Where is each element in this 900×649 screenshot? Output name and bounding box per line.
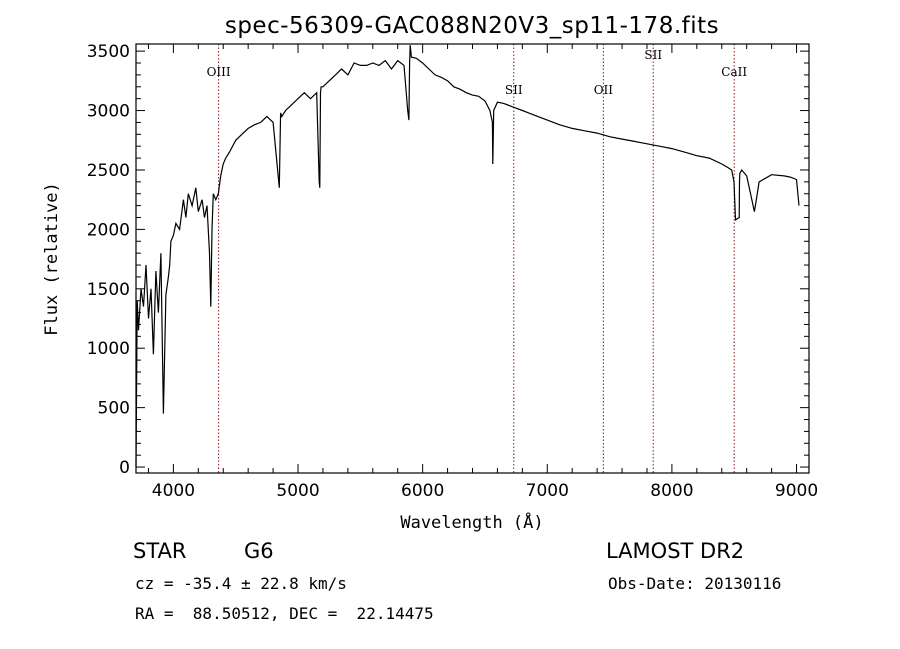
line-marker-label-1: SII bbox=[505, 83, 523, 97]
spectral-subclass: G6 bbox=[244, 539, 274, 563]
y-tick-label: 2000 bbox=[87, 220, 130, 240]
line-marker-label-0: OIII bbox=[207, 65, 231, 79]
x-tick-label: 4000 bbox=[152, 481, 195, 501]
x-tick-label: 8000 bbox=[650, 481, 693, 501]
axis-tick-labels: 4000 5000 6000 7000 8000 9000 0 500 1000 1500 2000… bbox=[87, 42, 818, 501]
spectrum-series-line bbox=[135, 45, 800, 468]
y-tick-label: 1500 bbox=[87, 280, 130, 300]
observation-date: Obs-Date: 20130116 bbox=[608, 574, 782, 593]
coordinates: RA = 88.50512, DEC = 22.14475 bbox=[135, 604, 434, 623]
y-tick-label: 0 bbox=[119, 458, 130, 478]
line-marker-label-2: OII bbox=[594, 83, 614, 97]
axis-ticks bbox=[136, 44, 809, 473]
plot-frame bbox=[135, 43, 810, 474]
y-tick-label: 3500 bbox=[87, 42, 130, 62]
object-type: STAR bbox=[133, 539, 187, 563]
x-tick-label: 5000 bbox=[276, 481, 319, 501]
y-tick-label: 1000 bbox=[87, 339, 130, 359]
emission-line-markers bbox=[218, 44, 735, 473]
line-marker-label-4: CaII bbox=[721, 65, 747, 79]
redshift-cz: cz = -35.4 ± 22.8 km/s bbox=[135, 574, 347, 593]
chart-title: spec-56309-GAC088N20V3_sp11-178.fits bbox=[225, 13, 719, 39]
line-marker-label-3: SII bbox=[644, 48, 662, 62]
y-tick-label: 3000 bbox=[87, 102, 130, 122]
x-axis-label: Wavelength (Å) bbox=[400, 511, 543, 533]
y-tick-label: 2500 bbox=[87, 161, 130, 181]
x-tick-label: 7000 bbox=[526, 481, 569, 501]
y-axis-label: Flux (relative) bbox=[42, 182, 62, 336]
survey-name: LAMOST DR2 bbox=[606, 539, 745, 563]
x-tick-label: 6000 bbox=[401, 481, 444, 501]
y-tick-label: 500 bbox=[98, 399, 130, 419]
x-tick-label: 9000 bbox=[775, 481, 818, 501]
emission-line-labels: OIII SII OII SII CaII bbox=[207, 48, 748, 97]
